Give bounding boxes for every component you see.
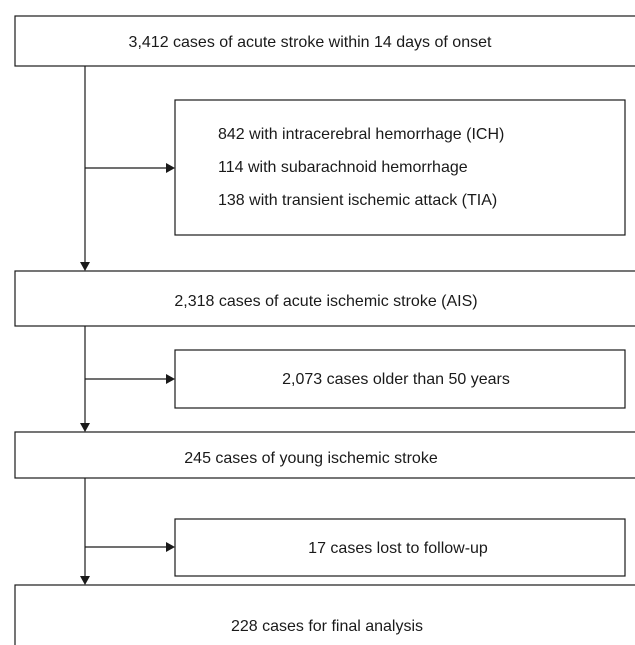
box [174,349,626,409]
box [14,431,635,479]
box-line: 138 with transient ischemic attack (TIA) [218,192,497,209]
box [174,99,626,236]
box [14,584,635,645]
box-line: 842 with intracerebral hemorrhage (ICH) [218,126,504,143]
box-label: 2,073 cases older than 50 years [282,371,510,388]
box-label: 3,412 cases of acute stroke within 14 da… [129,34,492,51]
arrowhead [80,262,90,271]
arrowhead [80,423,90,432]
box-label: 245 cases of young ischemic stroke [184,450,438,467]
arrowhead [166,374,175,384]
arrowhead [80,576,90,585]
box-label: 228 cases for final analysis [231,618,423,635]
box-label: 17 cases lost to follow-up [308,540,488,557]
arrowhead [166,163,175,173]
box-label: 2,318 cases of acute ischemic stroke (AI… [174,293,477,310]
arrowhead [166,542,175,552]
box-line: 114 with subarachnoid hemorrhage [218,159,468,176]
box [14,15,635,67]
box [14,270,635,327]
box [174,518,626,577]
